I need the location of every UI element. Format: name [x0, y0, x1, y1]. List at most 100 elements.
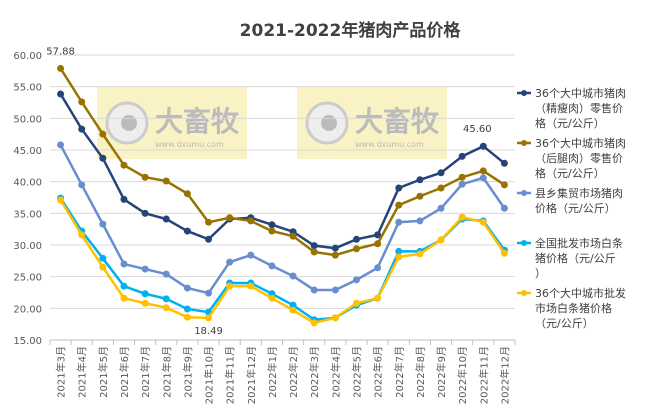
data-point	[205, 289, 213, 297]
data-point	[99, 220, 107, 228]
legend-label: （后腿肉）零售价	[535, 151, 623, 165]
data-point	[416, 250, 424, 258]
y-tick-label: 25.00	[13, 273, 42, 284]
data-point	[57, 196, 65, 204]
data-point	[141, 265, 149, 273]
data-point	[120, 161, 128, 169]
x-tick-label: 2022年10月	[456, 346, 469, 404]
x-tick-label: 2021年3月	[55, 346, 68, 398]
data-point	[374, 231, 382, 239]
data-point	[395, 253, 403, 261]
data-point	[374, 240, 382, 248]
data-point	[226, 258, 234, 266]
data-point	[374, 264, 382, 272]
data-point	[374, 294, 382, 302]
data-point	[268, 294, 276, 302]
svg-text:www.dxumu.com: www.dxumu.com	[355, 140, 424, 149]
data-point	[141, 290, 149, 298]
data-point	[310, 242, 318, 250]
data-point	[57, 90, 65, 98]
data-point	[268, 221, 276, 229]
x-tick-label: 2021年8月	[160, 346, 173, 398]
data-point	[247, 251, 255, 259]
x-tick-label: 2022年2月	[287, 346, 300, 398]
data-point	[395, 218, 403, 226]
data-point	[500, 181, 508, 189]
x-tick-label: 2021年6月	[118, 346, 131, 398]
series-line	[59, 93, 506, 250]
series-1	[57, 64, 508, 259]
y-tick-label: 20.00	[13, 304, 42, 315]
data-point	[162, 215, 170, 223]
data-point	[458, 180, 466, 188]
data-point	[78, 231, 86, 239]
data-point	[57, 141, 65, 149]
data-point	[205, 235, 213, 243]
legend-label: 格（元/公斤）	[535, 166, 605, 180]
data-point	[205, 314, 213, 322]
x-tick-label: 2021年10月	[203, 346, 216, 404]
data-point	[268, 262, 276, 270]
data-point	[247, 217, 255, 225]
data-point	[162, 270, 170, 278]
x-tick-label: 2022年3月	[308, 346, 321, 398]
data-point	[183, 305, 191, 313]
data-point	[416, 217, 424, 225]
data-point	[331, 286, 339, 294]
data-point	[331, 244, 339, 252]
data-point	[395, 247, 403, 255]
legend-label: 市场白条猪价格	[535, 301, 612, 315]
data-point	[247, 282, 255, 290]
data-point	[141, 299, 149, 307]
legend-label: （元/公斤）	[535, 317, 594, 330]
series-line	[59, 67, 506, 257]
x-tick-label: 2021年9月	[181, 346, 194, 398]
y-tick-label: 50.00	[13, 114, 42, 125]
data-point	[352, 245, 360, 253]
y-tick-label: 55.00	[13, 83, 42, 94]
data-point	[120, 294, 128, 302]
data-point	[289, 301, 297, 309]
data-point	[141, 173, 149, 181]
x-tick-label: 2022年9月	[435, 346, 448, 398]
data-point	[310, 286, 318, 294]
data-point	[395, 201, 403, 209]
data-point	[458, 213, 466, 221]
data-point	[352, 299, 360, 307]
x-tick-label: 2022年12月	[498, 346, 511, 404]
data-point	[416, 176, 424, 184]
data-point	[437, 169, 445, 177]
data-point	[437, 204, 445, 212]
data-point	[395, 184, 403, 192]
y-tick-label: 60.00	[13, 51, 42, 62]
data-point	[289, 232, 297, 240]
x-tick-label: 2021年12月	[245, 346, 258, 404]
data-point	[120, 282, 128, 290]
data-point	[479, 167, 487, 175]
data-point	[479, 142, 487, 150]
data-label: 18.49	[194, 326, 223, 337]
y-tick-label: 15.00	[13, 336, 42, 347]
data-point	[162, 304, 170, 312]
data-point	[57, 64, 65, 72]
data-point	[78, 98, 86, 106]
data-point	[331, 251, 339, 259]
watermark: 大畜牧 www.dxumu.com	[297, 87, 447, 159]
legend-label: 猪价格（元/公斤	[535, 251, 616, 265]
data-point	[183, 313, 191, 321]
data-point	[205, 218, 213, 226]
data-point	[99, 154, 107, 162]
data-point	[437, 184, 445, 192]
data-point	[120, 260, 128, 268]
x-tick-label: 2021年7月	[139, 346, 152, 398]
y-tick-label: 35.00	[13, 209, 42, 220]
data-point	[437, 236, 445, 244]
data-point	[162, 295, 170, 303]
data-point	[99, 130, 107, 138]
series-line	[59, 144, 506, 295]
series-2	[57, 141, 508, 297]
data-point	[78, 181, 86, 189]
